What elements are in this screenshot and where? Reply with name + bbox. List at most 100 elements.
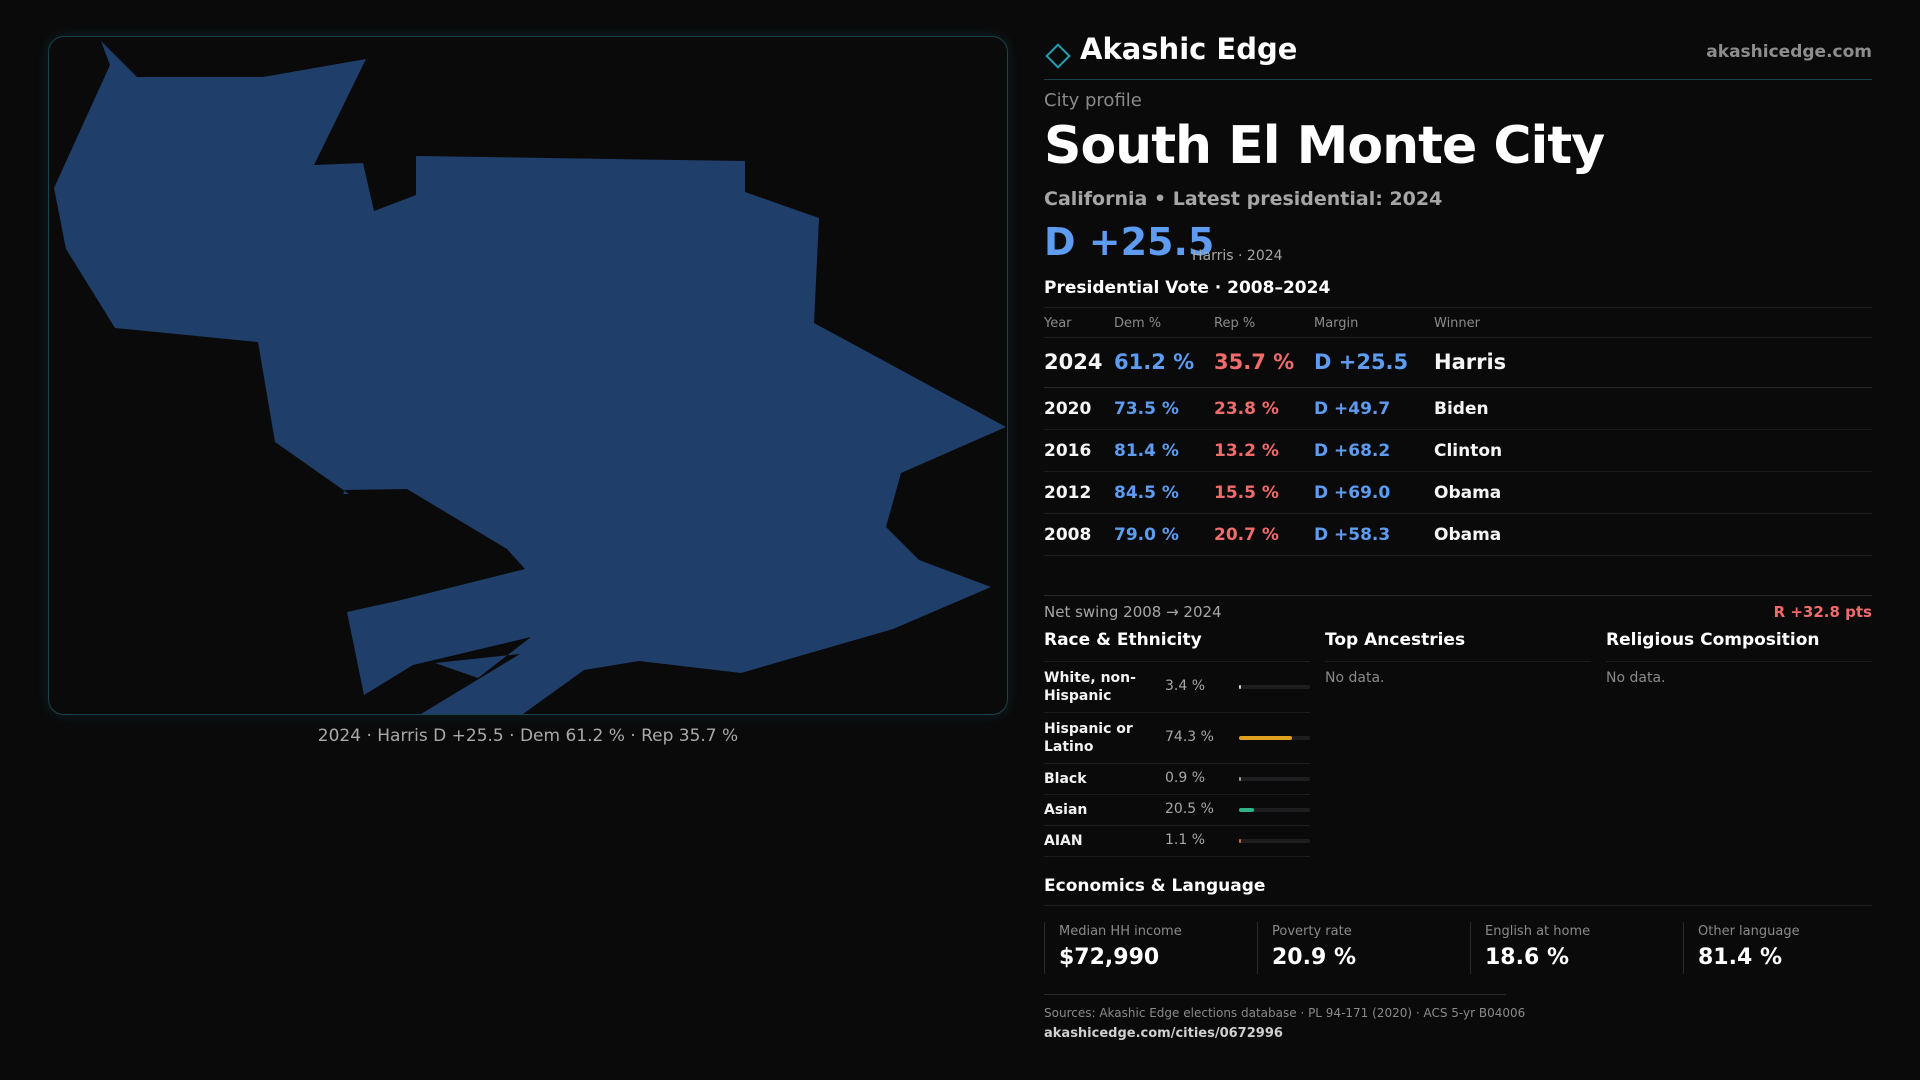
cell-rep: 13.2 % — [1214, 441, 1279, 461]
cell-dem: 73.5 % — [1114, 399, 1179, 419]
ancestries-section: Top Ancestries No data. — [1325, 630, 1591, 686]
cell-dem: 81.4 % — [1114, 441, 1179, 461]
race-row: Hispanic or Latino 74.3 % — [1044, 713, 1310, 764]
table-row: 2012 84.5 % 15.5 % D +69.0 Obama — [1044, 472, 1872, 514]
race-bar-track — [1239, 808, 1310, 812]
map-caption: 2024 · Harris D +25.5 · Dem 61.2 % · Rep… — [317, 726, 739, 746]
stat-english-at-home: English at home 18.6 % — [1470, 922, 1680, 974]
table-row: 2024 61.2 % 35.7 % D +25.5 Harris — [1044, 338, 1872, 388]
page-title: South El Monte City — [1044, 116, 1605, 176]
city-boundary-shape[interactable] — [54, 41, 1006, 714]
race-section-title: Race & Ethnicity — [1044, 630, 1310, 662]
cell-margin: D +69.0 — [1314, 483, 1391, 503]
race-label: Asian — [1044, 802, 1088, 818]
headline-margin-note: Harris · 2024 — [1192, 248, 1283, 264]
swing-divider — [1044, 595, 1872, 596]
cell-rep: 35.7 % — [1214, 350, 1295, 374]
footer-sources: Sources: Akashic Edge elections database… — [1044, 1006, 1526, 1020]
brand-url-link[interactable]: akashicedge.com — [1706, 42, 1872, 62]
stat-value: 20.9 % — [1272, 945, 1356, 970]
header-winner: Winner — [1434, 316, 1481, 331]
table-row: 2008 79.0 % 20.7 % D +58.3 Obama — [1044, 514, 1872, 556]
stat-other-language: Other language 81.4 % — [1683, 922, 1872, 974]
table-row: 2020 73.5 % 23.8 % D +49.7 Biden — [1044, 388, 1872, 430]
cell-dem: 79.0 % — [1114, 525, 1179, 545]
cell-year: 2012 — [1044, 483, 1092, 503]
race-pct: 3.4 % — [1165, 678, 1206, 694]
cell-winner: Clinton — [1434, 441, 1503, 461]
cell-dem: 84.5 % — [1114, 483, 1179, 503]
stat-poverty-rate: Poverty rate 20.9 % — [1257, 922, 1467, 974]
race-row: AIAN 1.1 % — [1044, 826, 1310, 857]
brand-name: Akashic Edge — [1080, 32, 1298, 66]
profile-panel: Akashic Edge akashicedge.com City profil… — [1044, 30, 1872, 1070]
stat-median-income: Median HH income $72,990 — [1044, 922, 1254, 974]
race-row: Black 0.9 % — [1044, 764, 1310, 795]
brand-header: Akashic Edge akashicedge.com — [1044, 30, 1872, 80]
ancestries-empty: No data. — [1325, 670, 1385, 686]
cell-margin: D +68.2 — [1314, 441, 1391, 461]
header-year: Year — [1044, 316, 1072, 331]
cell-year: 2016 — [1044, 441, 1092, 461]
race-row: Asian 20.5 % — [1044, 795, 1310, 826]
net-swing-label: Net swing 2008 → 2024 — [1044, 603, 1222, 621]
race-bar-track — [1239, 839, 1310, 843]
race-bar-fill — [1239, 808, 1254, 812]
race-ethnicity-section: Race & Ethnicity White, non-Hispanic 3.4… — [1044, 630, 1310, 857]
cell-winner: Biden — [1434, 399, 1489, 419]
race-bar-fill — [1239, 736, 1292, 740]
race-pct: 1.1 % — [1165, 832, 1206, 848]
race-bar-track — [1239, 685, 1310, 689]
race-bar-fill — [1239, 777, 1242, 781]
race-bar-fill — [1239, 839, 1242, 843]
cell-winner: Obama — [1434, 483, 1502, 503]
stat-label: Other language — [1698, 924, 1800, 939]
header-rep: Rep % — [1214, 316, 1256, 331]
vote-table-header: Year Dem % Rep % Margin Winner — [1044, 307, 1872, 338]
cell-rep: 20.7 % — [1214, 525, 1279, 545]
race-pct: 20.5 % — [1165, 801, 1214, 817]
cell-dem: 61.2 % — [1114, 350, 1195, 374]
net-swing-value: R +32.8 pts — [1773, 603, 1872, 621]
religion-empty: No data. — [1606, 670, 1666, 686]
economics-title: Economics & Language — [1044, 876, 1266, 896]
race-bar-track — [1239, 777, 1310, 781]
header-dem: Dem % — [1114, 316, 1162, 331]
economics-divider — [1044, 905, 1872, 906]
profile-subtitle: California • Latest presidential: 2024 — [1044, 188, 1443, 210]
race-bar-track — [1239, 736, 1310, 740]
profile-kicker: City profile — [1044, 90, 1142, 111]
diamond-logo-icon — [1045, 43, 1071, 69]
cell-winner: Obama — [1434, 525, 1502, 545]
race-label: Black — [1044, 771, 1087, 787]
religion-section: Religious Composition No data. — [1606, 630, 1872, 686]
city-map[interactable] — [48, 36, 1008, 715]
cell-winner: Harris — [1434, 350, 1507, 374]
stat-value: 18.6 % — [1485, 945, 1569, 970]
race-label: AIAN — [1044, 833, 1083, 849]
footer-url-link[interactable]: akashicedge.com/cities/0672996 — [1044, 1026, 1283, 1041]
stat-value: 81.4 % — [1698, 945, 1782, 970]
stat-value: $72,990 — [1059, 945, 1160, 970]
cell-margin: D +58.3 — [1314, 525, 1391, 545]
race-pct: 0.9 % — [1165, 770, 1206, 786]
cell-margin: D +25.5 — [1314, 350, 1409, 374]
vote-section-title: Presidential Vote · 2008–2024 — [1044, 278, 1331, 298]
cell-year: 2020 — [1044, 399, 1092, 419]
vote-table: Year Dem % Rep % Margin Winner 2024 61.2… — [1044, 307, 1872, 556]
stat-label: Poverty rate — [1272, 924, 1352, 939]
city-boundary-map — [54, 41, 1006, 714]
cell-margin: D +49.7 — [1314, 399, 1391, 419]
race-bar-fill — [1239, 685, 1242, 689]
table-row: 2016 81.4 % 13.2 % D +68.2 Clinton — [1044, 430, 1872, 472]
religion-title: Religious Composition — [1606, 630, 1872, 662]
race-row: White, non-Hispanic 3.4 % — [1044, 662, 1310, 713]
cell-year: 2008 — [1044, 525, 1092, 545]
stat-label: Median HH income — [1059, 924, 1182, 939]
footer-divider — [1044, 994, 1506, 995]
race-label: White, non-Hispanic — [1044, 670, 1136, 704]
header-margin: Margin — [1314, 316, 1359, 331]
cell-year: 2024 — [1044, 350, 1103, 374]
race-pct: 74.3 % — [1165, 729, 1214, 745]
headline-margin: D +25.5 — [1044, 220, 1215, 264]
